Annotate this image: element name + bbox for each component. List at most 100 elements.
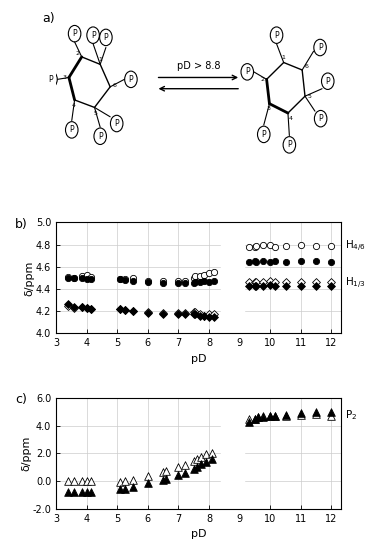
Point	[267, 412, 273, 421]
Point	[252, 257, 258, 266]
Point	[283, 281, 289, 290]
Point	[79, 476, 85, 485]
Point	[246, 418, 252, 427]
Point	[117, 275, 123, 283]
Point	[201, 270, 207, 279]
Text: P: P	[262, 130, 266, 139]
Text: P: P	[274, 31, 279, 40]
Text: 4: 4	[72, 103, 75, 108]
Point	[88, 305, 94, 313]
Text: c): c)	[15, 393, 27, 406]
Point	[71, 302, 77, 311]
Point	[194, 463, 200, 472]
Text: 6: 6	[113, 83, 116, 88]
Point	[175, 277, 182, 286]
Point	[145, 472, 151, 480]
Point	[253, 281, 260, 290]
Point	[122, 275, 128, 283]
Point	[65, 300, 72, 309]
Point	[283, 278, 289, 287]
Text: 3: 3	[63, 75, 67, 80]
Point	[259, 257, 265, 266]
Point	[203, 457, 209, 466]
Point	[79, 302, 85, 311]
Point	[206, 269, 212, 278]
Point	[182, 279, 188, 288]
Point	[197, 310, 203, 319]
Point	[246, 242, 252, 251]
Y-axis label: δ/ppm: δ/ppm	[24, 260, 34, 295]
Point	[175, 462, 182, 471]
Point	[192, 271, 199, 280]
Text: 2: 2	[76, 51, 80, 56]
Point	[79, 271, 85, 280]
Point	[206, 278, 212, 287]
Point	[84, 270, 90, 279]
Point	[122, 276, 128, 284]
Point	[298, 278, 304, 287]
X-axis label: pD: pD	[190, 529, 206, 539]
Point	[71, 274, 77, 282]
Point	[191, 274, 197, 282]
Point	[298, 257, 304, 266]
Text: P: P	[49, 75, 53, 84]
Point	[198, 452, 204, 461]
Point	[71, 274, 77, 282]
Point	[259, 412, 265, 421]
Point	[203, 450, 209, 458]
Point	[65, 301, 72, 310]
Text: P: P	[287, 141, 292, 149]
Point	[71, 476, 77, 485]
Point	[71, 304, 77, 312]
Point	[272, 242, 278, 251]
Point	[272, 411, 278, 420]
Point	[259, 278, 265, 287]
Point	[182, 309, 188, 318]
Point	[298, 281, 304, 290]
Point	[79, 488, 85, 497]
Point	[298, 410, 304, 419]
Point	[272, 257, 278, 266]
Point	[198, 460, 204, 469]
Text: 1: 1	[282, 55, 286, 60]
Point	[160, 475, 166, 484]
Point	[160, 467, 166, 476]
Point	[246, 415, 252, 423]
Text: a): a)	[42, 12, 55, 25]
Text: P: P	[128, 75, 133, 84]
Point	[182, 460, 188, 469]
Point	[267, 258, 273, 267]
Point	[84, 488, 90, 497]
Point	[84, 304, 90, 312]
Point	[130, 307, 136, 316]
Point	[191, 457, 197, 465]
Point	[272, 281, 278, 290]
Point	[88, 305, 94, 313]
Point	[160, 279, 166, 288]
Point	[328, 241, 334, 250]
Point	[313, 257, 319, 266]
Point	[163, 467, 170, 475]
Point	[117, 305, 123, 313]
Point	[272, 278, 278, 287]
Text: P: P	[319, 114, 323, 123]
Point	[211, 268, 217, 277]
Point	[209, 449, 215, 457]
Point	[313, 241, 319, 250]
Point	[130, 277, 136, 286]
Point	[160, 310, 166, 319]
Point	[201, 311, 207, 320]
Point	[267, 277, 273, 286]
Point	[192, 310, 199, 319]
Point	[160, 309, 166, 318]
Point	[328, 408, 334, 416]
Point	[313, 278, 319, 287]
Point	[145, 309, 151, 318]
Point	[145, 278, 151, 287]
Text: 3: 3	[266, 107, 270, 112]
Text: P: P	[104, 33, 108, 42]
Text: P: P	[72, 29, 77, 38]
Point	[313, 410, 319, 418]
Point	[160, 277, 166, 286]
Point	[84, 275, 90, 283]
